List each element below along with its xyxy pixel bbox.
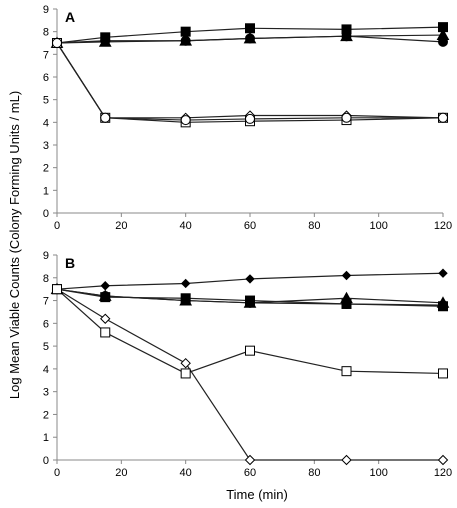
- data-point-filled-circle: [245, 297, 255, 308]
- data-point-filled-diamond: [438, 268, 448, 278]
- data-point-filled-circle: [245, 33, 255, 44]
- data-point-open-diamond: [341, 454, 352, 466]
- y-tick-label: 9: [43, 4, 49, 16]
- y-tick-label: 3: [43, 387, 49, 399]
- series-line-filled-circle: [56, 35, 444, 44]
- x-tick-label: 20: [115, 467, 127, 479]
- y-tick-label: 0: [43, 455, 49, 467]
- y-tick-label: 3: [43, 140, 49, 152]
- data-point-open-circle: [180, 115, 191, 126]
- data-point-filled-diamond: [100, 281, 110, 291]
- x-tick-label: 60: [244, 220, 256, 232]
- panel-b: 0 1 2 3 4 5 6 7 8 9 0 20 40 60 80 100 120 B: [43, 250, 452, 479]
- data-point-open-circle: [245, 113, 255, 124]
- series-line-open-diamond: [56, 42, 444, 119]
- data-point-filled-circle: [341, 31, 352, 42]
- series-line-open-diamond: [56, 288, 443, 461]
- y-tick-label: 7: [43, 49, 49, 61]
- data-point-open-square: [341, 366, 352, 377]
- x-tick-label: 120: [434, 467, 452, 479]
- data-point-open-circle: [52, 38, 62, 48]
- data-point-open-diamond: [437, 454, 449, 466]
- data-point-filled-square: [245, 23, 255, 34]
- x-axis-label: Time (min): [226, 487, 288, 502]
- data-point-filled-circle: [341, 298, 352, 309]
- data-point-open-square: [438, 368, 448, 379]
- x-tick-label: 80: [308, 467, 320, 479]
- y-tick-label: 6: [43, 72, 49, 84]
- series-line-filled-circle: [56, 288, 444, 306]
- y-tick-label: 4: [43, 117, 49, 129]
- y-tick-label: 8: [43, 273, 49, 285]
- data-point-open-square: [180, 368, 191, 379]
- data-point-open-square: [245, 345, 255, 356]
- x-tick-label: 100: [369, 220, 387, 232]
- panel-label: A: [65, 9, 75, 25]
- y-tick-label: 2: [43, 409, 49, 421]
- data-point-open-diamond: [100, 313, 111, 324]
- y-tick-label: 1: [43, 432, 49, 444]
- series-line-open-square: [56, 288, 444, 375]
- data-point-open-diamond: [244, 454, 256, 466]
- x-tick-label: 60: [244, 467, 256, 479]
- panel-label: B: [65, 255, 75, 271]
- data-point-filled-circle: [180, 295, 191, 306]
- data-point-open-diamond: [180, 357, 191, 369]
- y-tick-label: 2: [43, 163, 49, 175]
- y-tick-label: 0: [43, 208, 49, 220]
- data-point-open-square: [52, 284, 62, 295]
- x-tick-label: 40: [180, 467, 192, 479]
- data-point-filled-diamond: [341, 270, 352, 281]
- data-point-filled-circle: [438, 36, 448, 47]
- data-point-open-circle: [100, 112, 111, 123]
- y-tick-label: 1: [43, 185, 49, 197]
- y-tick-label: 6: [43, 318, 49, 330]
- y-axis-label: Log Mean Viable Counts (Colony Forming U…: [7, 91, 22, 399]
- y-tick-label: 5: [43, 341, 49, 353]
- data-point-filled-circle: [438, 300, 448, 311]
- y-tick-label: 9: [43, 250, 49, 262]
- data-point-open-circle: [438, 112, 448, 123]
- x-tick-label: 80: [308, 220, 320, 232]
- data-point-open-circle: [341, 112, 352, 123]
- data-point-filled-diamond: [245, 274, 255, 284]
- data-point-filled-circle: [180, 35, 191, 46]
- y-tick-label: 8: [43, 27, 49, 39]
- y-tick-label: 4: [43, 364, 49, 376]
- data-point-filled-circle: [100, 35, 111, 46]
- data-point-filled-diamond: [180, 278, 191, 289]
- panel-a: 0 1 2 3 4 5 6 7 8 9 0 20 40 60 80 100 120 A: [43, 4, 452, 232]
- x-tick-label: 120: [434, 220, 452, 232]
- x-tick-label: 0: [54, 220, 60, 232]
- x-tick-label: 0: [54, 467, 60, 479]
- x-tick-label: 20: [115, 220, 127, 232]
- y-tick-label: 5: [43, 95, 49, 107]
- series-line-open-circle: [56, 42, 443, 121]
- series-line-filled-square: [56, 26, 444, 44]
- data-point-filled-circle: [100, 291, 111, 301]
- data-point-open-square: [100, 327, 111, 338]
- y-tick-label: 7: [43, 296, 49, 308]
- series-line-filled-diamond: [56, 272, 444, 290]
- x-tick-label: 40: [180, 220, 192, 232]
- x-tick-label: 100: [369, 467, 387, 479]
